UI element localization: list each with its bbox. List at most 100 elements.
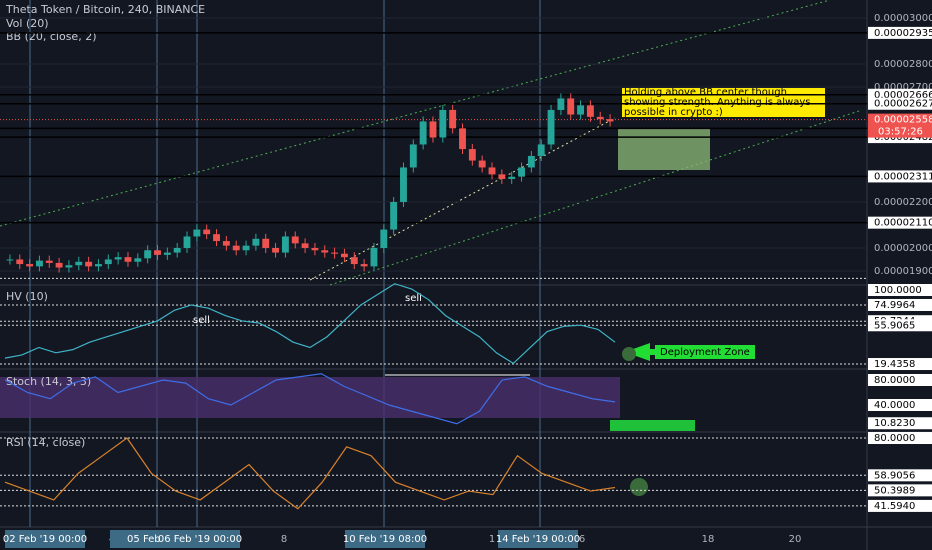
candle [478,160,486,168]
candle [26,264,34,267]
last-price-label: 0.00002558 [874,115,932,126]
candle [360,264,368,267]
candle [400,167,407,202]
candle [537,144,545,156]
candle [16,259,24,265]
tick-label: 74.9964 [874,300,915,311]
candle [252,238,260,246]
time-label: 6 [579,534,585,545]
candle [557,98,565,110]
tick-label: 40.0000 [874,400,915,411]
candle [163,252,171,255]
time-label: 06 Feb '19 00:00 [158,534,242,545]
candle [350,257,358,265]
candle [45,260,53,263]
time-label: 14 Feb '19 00:00 [496,534,580,545]
tick-box [868,484,932,497]
candle [340,253,348,258]
time-label: 02 Feb '19 00:00 [3,534,87,545]
marker [622,347,636,361]
candle [301,243,309,248]
level-label: 0.00002110 [874,218,932,229]
last-price-box [868,113,932,138]
candle [242,245,250,251]
candle [459,128,466,150]
candle [586,105,594,117]
note-box [622,88,825,117]
tick-label: 58.9056 [874,470,915,481]
candle [222,241,230,246]
level-box [868,170,932,183]
candle [291,236,299,244]
time-box [498,530,578,548]
candle [35,260,43,267]
candle [144,250,152,259]
candle [488,167,496,175]
tick-box [868,319,932,332]
tick-box [868,499,932,512]
trend-lines [0,0,863,286]
candle [468,149,476,161]
candle [114,257,122,260]
symbol: Theta Token / Bitcoin, 240, BINANCE [5,3,205,16]
candle [596,116,604,120]
level-box [868,26,932,39]
bb-title: BB (20, close, 2) [6,30,97,43]
time-box [5,530,85,548]
candle [527,155,535,168]
stoch-zone [610,420,695,431]
candle [449,109,457,129]
candle [232,245,240,251]
level-box [868,97,932,110]
indicator-line [4,283,616,365]
candle [104,259,112,265]
candle [311,247,319,251]
candle [213,234,220,242]
time-label: 1 [489,534,495,545]
candle [439,109,447,138]
candle [134,258,142,262]
price-tick-label: 0.00002800 [874,59,932,70]
time-box [160,530,240,548]
candle [606,119,614,122]
tick-label: 19.4358 [874,359,915,370]
price-tick-label: 0.00002200 [874,197,932,208]
candle [183,236,191,248]
candle [577,105,585,115]
tick-label: 80.0000 [874,375,915,386]
tick-box [868,432,932,445]
candle [390,201,398,230]
time-label: 05 Feb '1 [127,534,173,545]
indicator-line [4,373,616,425]
indicator-line [4,437,616,510]
candle [547,109,555,145]
marker [630,478,648,496]
candle [498,174,506,179]
candle [429,121,437,138]
candle [281,236,289,253]
arrow [625,343,655,361]
candle [75,261,83,266]
candle [173,247,181,253]
tick-box [868,399,932,411]
rsi-title: RSI (14, close) [6,436,85,449]
candle [508,176,516,179]
time-label: 8 [281,534,287,545]
note: Holding above BB center though showing s… [624,88,811,118]
candle [409,144,417,168]
candle [567,98,575,115]
note-text: Holding above BB center though showing s… [624,88,811,118]
tick-box [868,358,932,371]
candle [154,250,161,255]
candle [370,247,378,267]
sell-label: sell [405,293,422,304]
candle [203,229,211,235]
tick-label: 100.0000 [874,285,922,296]
candle [419,121,427,145]
level-label: 0.00002311 [874,171,932,182]
level-box [868,216,932,229]
time-label: 20 [789,534,802,545]
candle [55,262,63,268]
